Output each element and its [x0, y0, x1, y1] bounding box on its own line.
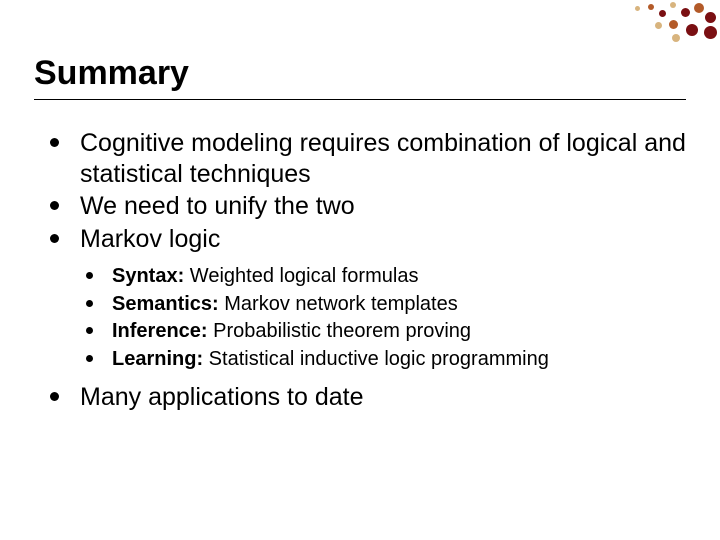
decor-dot — [659, 10, 666, 17]
bullet-item: Cognitive modeling requires combination … — [46, 128, 686, 189]
decor-dot — [670, 2, 676, 8]
sub-label: Syntax: — [112, 265, 184, 287]
corner-decoration — [600, 0, 720, 50]
sub-text: Weighted logical formulas — [184, 265, 418, 287]
decor-dot — [669, 20, 678, 29]
sub-bullet-item: Semantics: Markov network templates — [82, 292, 686, 318]
sub-bullet-list: Syntax: Weighted logical formulas Semant… — [34, 264, 686, 372]
decor-dot — [705, 12, 716, 23]
title-underline — [34, 99, 686, 100]
sub-label: Learning: — [112, 348, 203, 370]
sub-label: Inference: — [112, 320, 208, 342]
decor-dot — [672, 34, 680, 42]
decor-dot — [686, 24, 698, 36]
sub-text: Probabilistic theorem proving — [208, 320, 471, 342]
decor-dot — [681, 8, 690, 17]
decor-dot — [648, 4, 654, 10]
bullet-item: Markov logic — [46, 224, 686, 255]
sub-text: Statistical inductive logic programming — [203, 348, 549, 370]
decor-dot — [704, 26, 717, 39]
sub-text: Markov network templates — [219, 293, 458, 315]
sub-bullet-item: Inference: Probabilistic theorem proving — [82, 319, 686, 345]
bullet-item: We need to unify the two — [46, 191, 686, 222]
sub-bullet-item: Learning: Statistical inductive logic pr… — [82, 347, 686, 373]
decor-dot — [635, 6, 640, 11]
bullet-item: Many applications to date — [46, 382, 686, 413]
decor-dot — [655, 22, 662, 29]
slide-title: Summary — [34, 54, 686, 93]
bullet-list: Cognitive modeling requires combination … — [34, 128, 686, 254]
sub-label: Semantics: — [112, 293, 219, 315]
slide-content: Summary Cognitive modeling requires comb… — [0, 0, 720, 413]
sub-bullet-item: Syntax: Weighted logical formulas — [82, 264, 686, 290]
bullet-list: Many applications to date — [34, 382, 686, 413]
decor-dot — [694, 3, 704, 13]
